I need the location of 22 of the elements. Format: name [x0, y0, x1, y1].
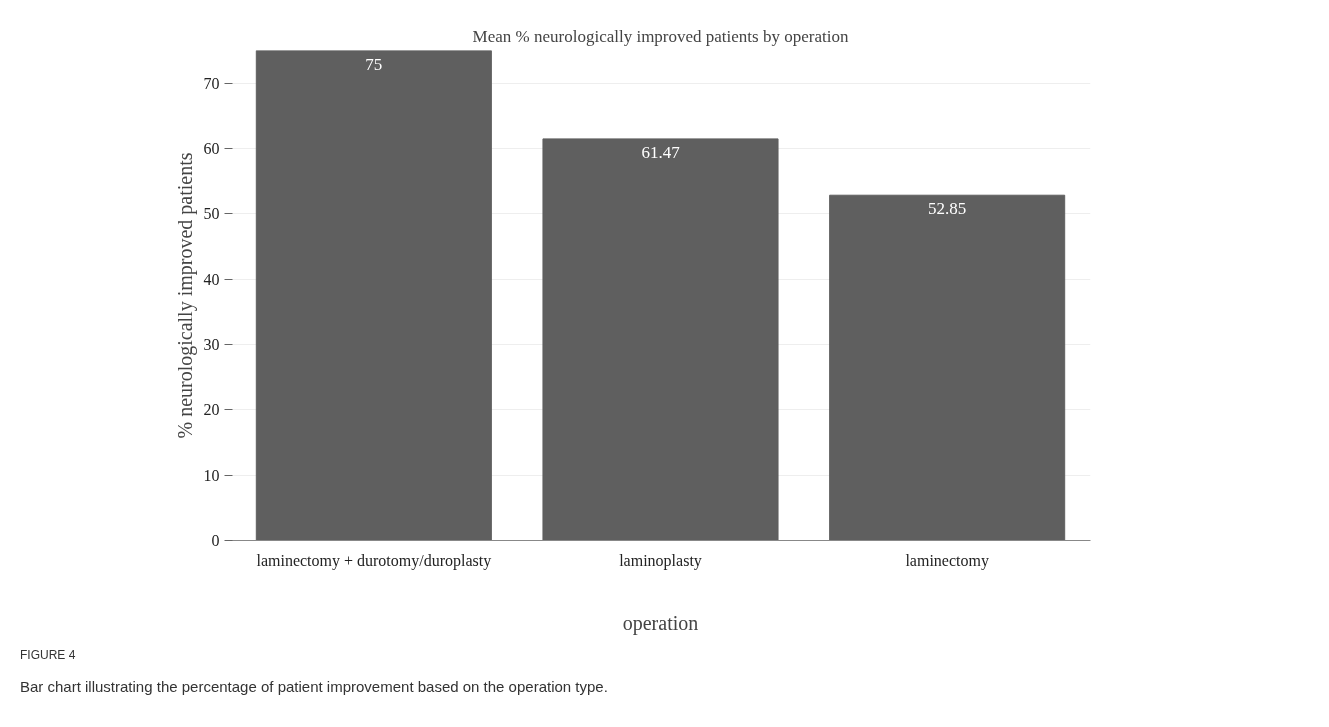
caption: FIGURE 4 [20, 647, 76, 664]
y-tick-label: 50 [203, 205, 220, 223]
data-label: 52.85 [928, 199, 967, 219]
y-tick-label: 0 [211, 532, 220, 549]
x-tick-label: laminoplasty [619, 551, 702, 570]
y-tick-label: 10 [203, 466, 220, 484]
bar [829, 194, 1066, 541]
y-tick-label: 40 [203, 270, 220, 288]
bar [542, 138, 779, 541]
bar [255, 50, 492, 541]
data-label: 75 [365, 54, 383, 74]
data-label: 61.47 [641, 142, 681, 162]
y-axis-title: % neurologically improved patients [173, 152, 197, 439]
x-axis-title: operation [622, 611, 699, 635]
y-tick-label: 60 [203, 140, 220, 157]
y-tick-label: 30 [203, 336, 220, 353]
y-tick-label: 20 [203, 401, 220, 419]
x-tick-label: laminectomy + durotomy/duroplasty [256, 551, 492, 570]
y-tick-label: 70 [203, 74, 220, 92]
chart-title: Mean % neurologically improved patients by operation [472, 26, 849, 46]
text: Bar chart illustrating the percentage of patient improvement based on the operation type. [20, 677, 608, 698]
x-tick-label: laminectomy [905, 551, 989, 570]
